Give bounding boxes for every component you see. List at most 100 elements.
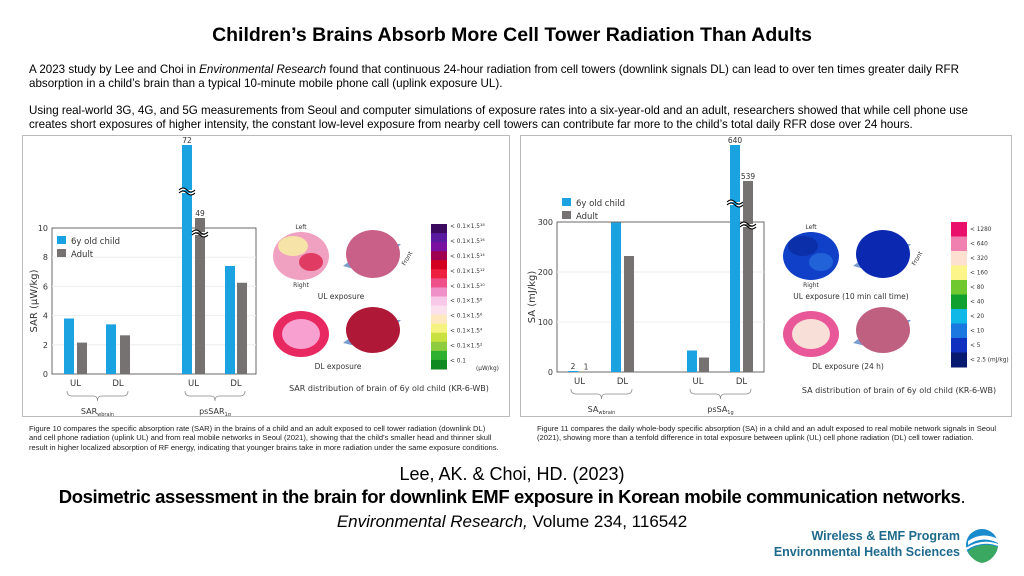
legend-swatch	[57, 236, 66, 244]
citation-journal: Environmental Research, Volume 234, 1165…	[0, 512, 1024, 532]
color-scale-step	[431, 278, 447, 288]
bar-6y-old-child-dl	[106, 324, 116, 374]
color-scale-label: < 40	[970, 300, 984, 306]
color-scale-label: < 0.1×1.5⁸	[450, 298, 483, 305]
y-tick-label: 300	[538, 218, 553, 227]
color-scale-step	[431, 260, 447, 270]
orientation-label-right: Right	[293, 282, 309, 289]
group-label: psSAR1g	[199, 407, 231, 416]
group-brace	[184, 390, 246, 402]
color-scale-label: < 10	[970, 329, 984, 335]
y-axis-label: SA (mJ/kg)	[527, 271, 538, 324]
distribution-title: SA distribution of brain of 6y old child…	[802, 386, 996, 395]
brain-region	[792, 319, 830, 349]
intro-text: A 2023 study by Lee and Choi in	[29, 63, 200, 76]
y-tick-label: 4	[43, 312, 48, 321]
color-scale-step	[951, 323, 967, 339]
bar-adult-ul	[195, 218, 205, 374]
figure-11-panel: 0 100 200 300 SA (mJ/kg) 2 640 1 539 UL DL UL DL SAwb…	[520, 135, 1012, 417]
y-axis-label: SAR (µW/kg)	[29, 269, 40, 332]
data-label: 72	[182, 136, 192, 145]
color-scale-step	[951, 265, 967, 281]
bar-adult-ul	[699, 357, 709, 372]
color-scale-step	[951, 222, 967, 237]
citation-journal-name: Environmental Research,	[336, 512, 528, 531]
journal-name: Environmental Research	[199, 63, 327, 76]
color-scale-step	[431, 323, 447, 334]
group-label: psSA1g	[707, 405, 733, 416]
color-scale-step	[431, 233, 447, 243]
data-label: 640	[728, 136, 743, 145]
y-tick-label: 6	[43, 282, 48, 291]
color-scale-label: < 0.1×1.5⁶	[450, 313, 483, 320]
y-tick-label: 200	[538, 268, 553, 277]
group-label: SARwbrain	[81, 407, 114, 416]
brain-3d-view-dl	[346, 307, 400, 353]
brain-3d-view-ul	[346, 230, 400, 278]
bar-6y-old-child-ul	[64, 318, 74, 374]
x-category-label: UL	[574, 377, 585, 387]
orientation-label-front: Front	[911, 250, 925, 267]
bar-adult-dl	[120, 335, 130, 374]
x-category-label: DL	[736, 377, 748, 387]
color-scale-step	[951, 280, 967, 295]
color-scale-label: < 80	[970, 285, 984, 291]
color-scale-label: < 0.1×1.5¹⁴	[450, 253, 485, 260]
citation-period: .	[960, 486, 966, 507]
group-brace	[570, 388, 633, 400]
group-label: SAwbrain	[588, 405, 616, 416]
axis-break-mark	[191, 229, 209, 238]
brain-region	[299, 253, 323, 271]
color-scale-step	[951, 338, 967, 353]
plot-frame	[51, 227, 257, 375]
color-scale-label: < 0.1×1.5¹⁰	[450, 283, 485, 290]
data-label: 49	[195, 209, 205, 218]
ul-exposure-label: UL exposure (10 min call time)	[793, 292, 908, 301]
orientation-label-front: Front	[401, 250, 415, 267]
figure-10-caption: Figure 10 compares the specific absorpti…	[29, 424, 499, 452]
y-tick-label: 100	[538, 318, 553, 327]
color-scale-step	[431, 251, 447, 261]
brain-region	[809, 253, 833, 271]
x-category-label: DL	[112, 379, 124, 389]
color-scale-label: < 0.1×1.5²	[450, 343, 482, 350]
color-scale-label: < 0.1×1.5¹⁶	[450, 238, 485, 245]
bar-adult-ul	[77, 342, 87, 374]
orientation-label-left: Left	[805, 224, 817, 231]
page-title: Children’s Brains Absorb More Cell Tower…	[212, 24, 812, 46]
axis-break-mark	[739, 221, 757, 230]
color-scale-step	[431, 350, 447, 361]
y-tick-label: 0	[548, 368, 553, 377]
legend-label: 6y old child	[576, 199, 625, 209]
group-brace	[689, 388, 752, 400]
color-scale-step	[431, 305, 447, 316]
legend-label: Adult	[71, 250, 94, 260]
x-category-label: DL	[230, 379, 242, 389]
logo-line-2: Environmental Health Sciences	[773, 545, 960, 559]
brain-3d-view-ul	[856, 230, 910, 278]
citation-title-text: Dosimetric assessment in the brain for d…	[58, 486, 961, 507]
color-scale-label: < 5	[970, 343, 981, 349]
color-scale-step	[431, 296, 447, 307]
legend-swatch	[562, 211, 571, 219]
bar-6y-old-child-dl	[730, 145, 740, 372]
y-tick-label: 2	[43, 341, 48, 350]
bar-6y-old-child-ul	[687, 350, 697, 372]
color-scale-step	[951, 236, 967, 252]
color-scale-step	[431, 269, 447, 279]
citation-authors: Lee, AK. & Choi, HD. (2023)	[399, 464, 625, 484]
color-scale-label: < 640	[970, 242, 988, 248]
y-tick-label: 10	[38, 224, 48, 233]
x-category-label: UL	[70, 379, 81, 389]
x-category-label: UL	[693, 377, 704, 387]
figure-11-caption: Figure 11 compares the daily whole-body …	[537, 424, 997, 443]
bar-6y-old-child-ul	[182, 145, 192, 374]
dl-exposure-label: DL exposure	[315, 362, 362, 371]
bar-adult-dl	[237, 282, 247, 374]
data-label: 539	[741, 172, 756, 181]
program-logo-text: Wireless & EMF Program Environmental Hea…	[760, 528, 960, 560]
logo-line-1: Wireless & EMF Program	[811, 529, 960, 543]
legend-label: Adult	[576, 212, 599, 222]
axis-break-mark	[726, 199, 744, 208]
distribution-title: SAR distribution of brain of 6y old chil…	[289, 384, 489, 393]
